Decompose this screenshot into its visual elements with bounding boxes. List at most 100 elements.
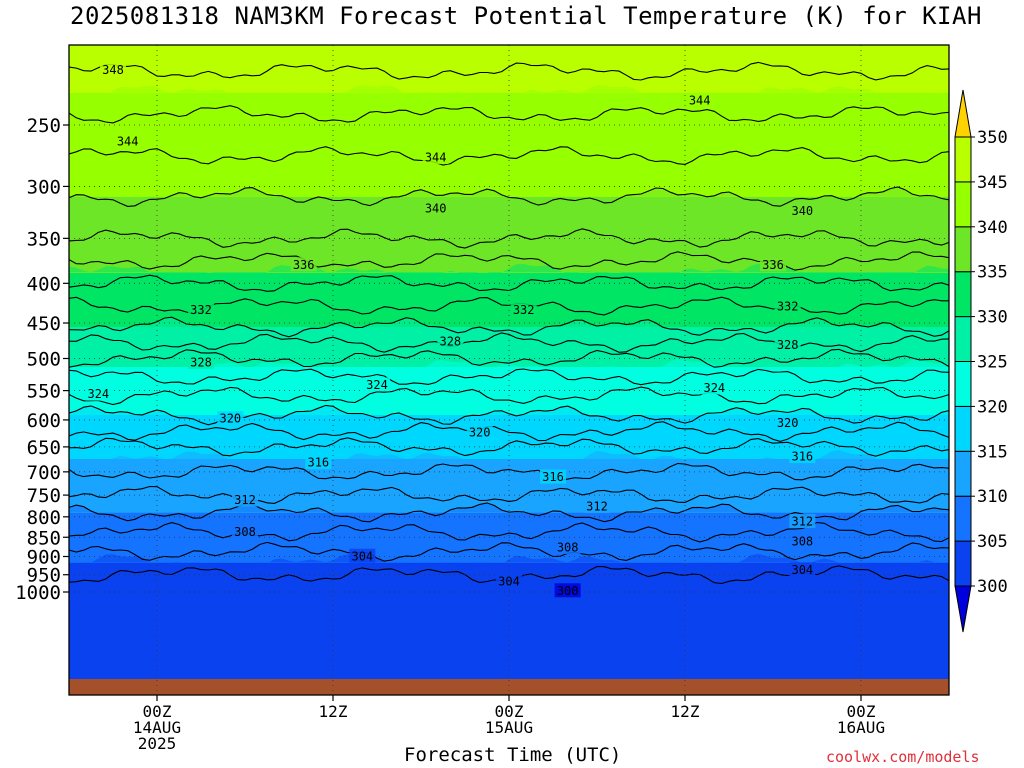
x-tick-label: 16AUG [837,718,885,737]
theta-contour [69,541,949,562]
theta-contour [69,502,949,523]
theta-band-row [69,267,949,270]
theta-band-row [69,371,949,374]
theta-band-row [69,285,949,288]
y-tick-label: 850 [27,527,61,549]
colorbar-segment [954,136,972,183]
theta-band-row [69,445,949,448]
theta-band-row [69,193,949,196]
contour-labels: 348 344 344 344 340 340 336 336 332 332 332 328 328 3… [85,62,816,598]
contour-label-bg [789,514,816,529]
theta-band-row [69,231,949,234]
theta-contour [69,146,949,166]
theta-band-row [69,315,949,318]
theta-band-row [69,481,949,484]
theta-band-row [69,611,949,614]
colorbar-over-arrow [954,89,972,138]
theta-band-row [69,567,949,570]
contour-label: 344 [689,93,711,107]
contour-label-bg [100,62,126,77]
theta-band-row [69,381,949,384]
y-tick-label: 950 [27,565,61,587]
theta-band-row [69,487,949,490]
theta-band-row [69,555,949,558]
contour-label: 348 [102,63,124,77]
theta-band-row [69,647,949,650]
theta-band-row [69,351,949,354]
contour-label: 324 [703,381,725,395]
colorbar-segment [954,181,972,228]
colorbar-label: 315 [977,442,1008,462]
theta-band-row [69,305,949,308]
contour-label-bg [437,334,464,349]
theta-band-row [69,455,949,458]
y-tick-label: 250 [27,115,61,137]
theta-band-row [69,295,949,298]
theta-band-row [69,175,949,178]
theta-band-row [69,277,949,280]
theta-band-row [69,627,949,630]
theta-band-row [69,483,949,486]
theta-band-row [69,71,949,74]
contour-label: 320 [219,412,241,426]
theta-band-row [69,375,949,378]
contour-label-bg [584,499,610,514]
theta-band-row [69,297,949,300]
theta-contour [69,368,949,386]
theta-band-row [69,81,949,84]
contour-label: 344 [117,134,139,148]
theta-band-row [69,571,949,574]
theta-band-row [69,317,949,320]
theta-band-row [69,553,949,556]
theta-band-row [69,595,949,598]
colorbar-label: 325 [977,353,1008,373]
ground-surface [69,679,949,695]
theta-band-row [69,247,949,250]
theta-band-edge [69,263,949,281]
theta-contour [69,462,949,481]
contour-label: 324 [87,387,109,401]
theta-band-row [69,457,949,460]
contour-label-bg [789,449,816,464]
theta-band-row [69,397,949,400]
theta-band-row [69,115,949,118]
theta-band-row [69,141,949,144]
theta-contour [69,421,949,442]
theta-band-row [69,617,949,620]
theta-band-row [69,557,949,560]
theta-band-edge [69,187,949,207]
contour-label: 328 [777,338,799,352]
contour-label: 316 [307,456,329,470]
source-credit: coolwx.com/models [826,748,980,766]
theta-band-row [69,245,949,248]
theta-band-row [69,527,949,530]
theta-band-row [69,435,949,438]
theta-band-row [69,321,949,324]
x-tick-label: 00Z [847,702,876,721]
theta-band-row [69,383,949,386]
y-tick-label: 350 [27,228,61,250]
theta-band-row [69,593,949,596]
theta-band-row [69,113,949,116]
theta-band-row [69,491,949,494]
theta-band-row [69,421,949,424]
theta-band-row [69,603,949,606]
theta-band-row [69,313,949,316]
contour-label: 304 [791,563,813,577]
theta-band-row [69,537,949,540]
theta-band-row [69,301,949,304]
theta-band-row [69,61,949,64]
theta-band-row [69,45,949,48]
theta-band-row [69,403,949,406]
theta-band-edge [69,85,949,101]
theta-band-row [69,675,949,678]
theta-band-row [69,661,949,664]
colorbar-segment [954,271,972,318]
theta-band-row [69,587,949,590]
theta-band-row [69,303,949,306]
theta-band-row [69,425,949,428]
x-tick-label: 12Z [319,702,348,721]
x-tick-label: 15AUG [485,718,533,737]
